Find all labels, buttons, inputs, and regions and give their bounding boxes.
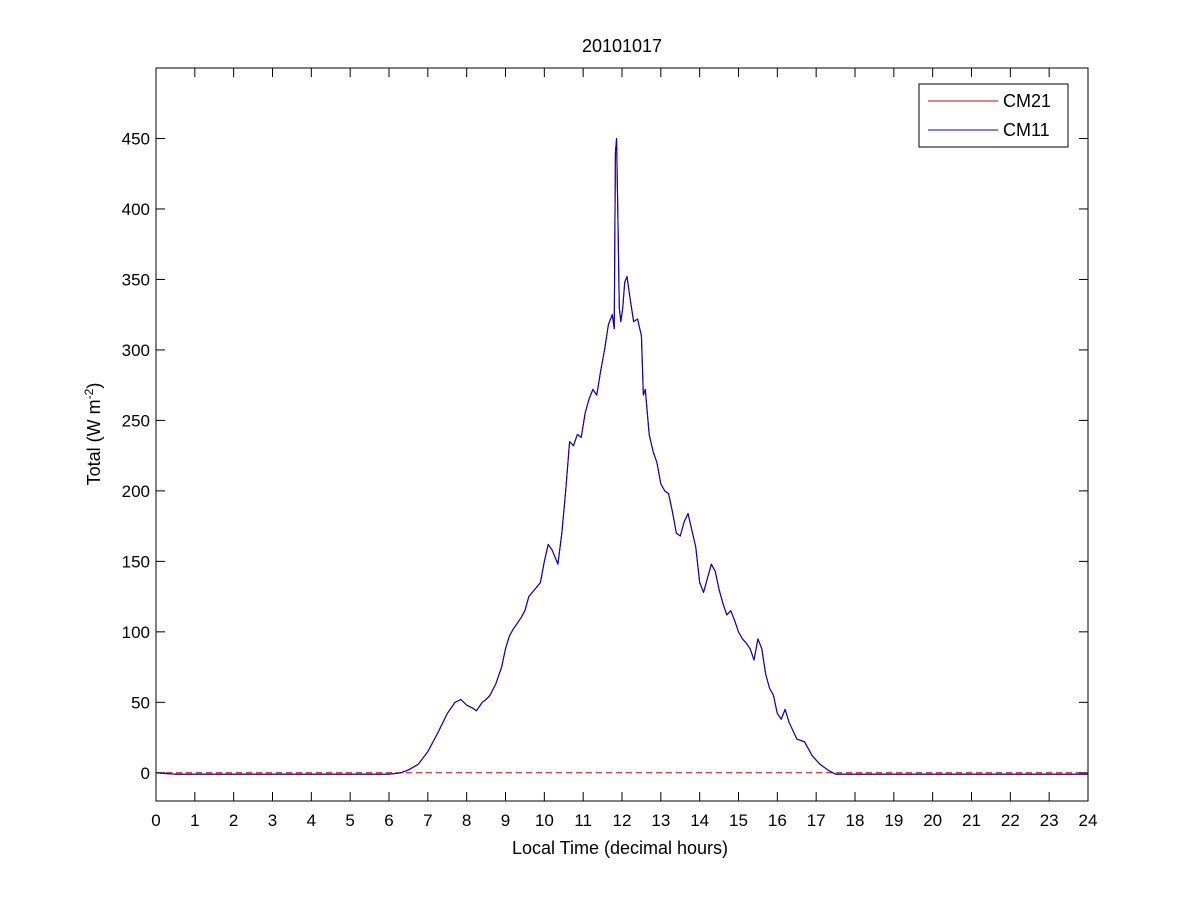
x-tick-label: 19 xyxy=(884,811,903,830)
x-tick-label: 9 xyxy=(501,811,510,830)
x-tick-label: 6 xyxy=(384,811,393,830)
x-tick-label: 23 xyxy=(1040,811,1059,830)
x-tick-label: 20 xyxy=(923,811,942,830)
x-tick-label: 15 xyxy=(729,811,748,830)
legend-label-cm21: CM21 xyxy=(1003,91,1051,111)
series-layer xyxy=(155,137,1088,775)
y-tick-label: 250 xyxy=(122,411,150,430)
y-tick-label: 50 xyxy=(131,693,150,712)
x-tick-label: 2 xyxy=(229,811,238,830)
x-tick-label: 10 xyxy=(535,811,554,830)
legend-box xyxy=(918,83,1069,148)
plot-area xyxy=(155,67,1089,802)
y-tick-label: 100 xyxy=(122,623,150,642)
x-tick-label: 16 xyxy=(768,811,787,830)
y-tick-label: 400 xyxy=(122,200,150,219)
y-axis-label-close: ) xyxy=(84,383,104,389)
x-tick-label: 12 xyxy=(613,811,632,830)
y-tick-label: 0 xyxy=(141,764,150,783)
x-tick-label: 11 xyxy=(574,811,592,830)
x-axis-label: Local Time (decimal hours) xyxy=(512,838,728,858)
y-axis-ticks: 0 50 100 150 200 250 300 350 400 450 xyxy=(122,129,1088,783)
x-tick-label: 14 xyxy=(690,811,709,830)
x-tick-label: 7 xyxy=(423,811,432,830)
x-tick-label: 22 xyxy=(1001,811,1020,830)
y-tick-label: 350 xyxy=(122,270,150,289)
y-tick-label: 200 xyxy=(122,482,150,501)
y-axis-label: Total (W m-2) xyxy=(82,383,104,486)
y-tick-label: 300 xyxy=(122,341,150,360)
x-tick-label: 0 xyxy=(151,811,160,830)
chart-title: 20101017 xyxy=(582,36,662,56)
legend-label-cm11: CM11 xyxy=(1003,120,1050,140)
x-tick-label: 18 xyxy=(846,811,865,830)
x-tick-label: 21 xyxy=(962,811,981,830)
y-axis-label-exponent: -2 xyxy=(82,388,96,399)
y-tick-label: 450 xyxy=(122,129,150,148)
x-tick-label: 17 xyxy=(807,811,826,830)
y-tick-label: 150 xyxy=(122,552,150,571)
x-tick-label: 24 xyxy=(1079,811,1098,830)
x-axis-ticks: 0 1 2 3 4 5 6 7 8 9 10 11 12 13 14 15 16 17 18 19 20 21 22 23 24 xyxy=(151,68,1097,830)
x-tick-label: 3 xyxy=(268,811,277,830)
x-tick-label: 13 xyxy=(651,811,670,830)
x-tick-label: 1 xyxy=(190,811,199,830)
y-axis-label-main: Total (W m xyxy=(84,399,104,485)
x-tick-label: 5 xyxy=(345,811,354,830)
legend: CM21 CM11 xyxy=(918,83,1069,148)
x-tick-label: 4 xyxy=(307,811,316,830)
series-line-cm11 xyxy=(155,137,1088,775)
x-tick-label: 8 xyxy=(462,811,471,830)
